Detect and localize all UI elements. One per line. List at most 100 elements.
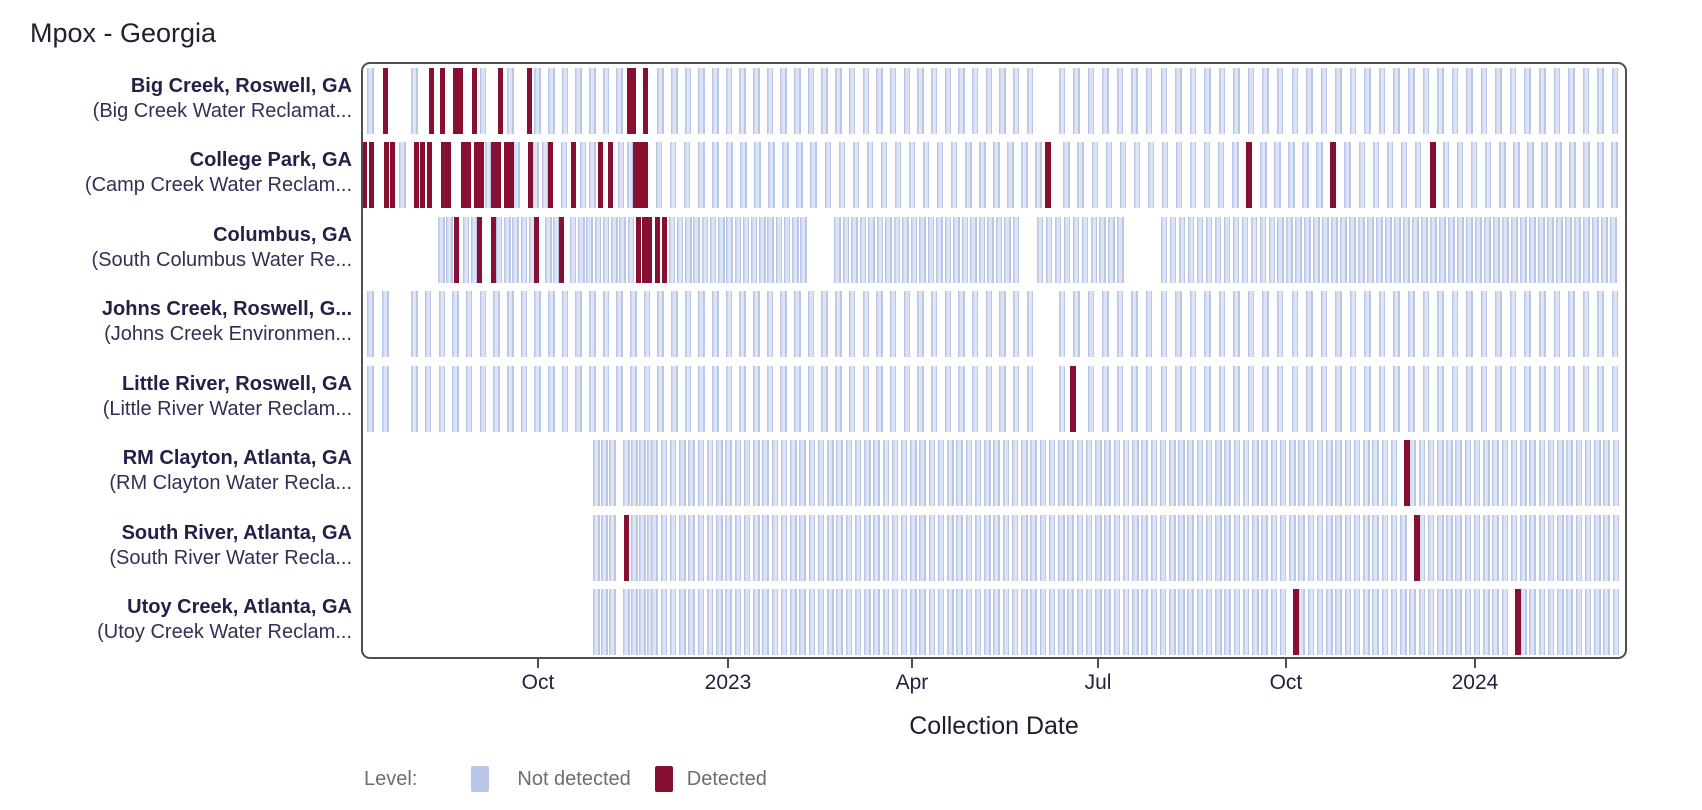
- not-detected-bar: [1262, 291, 1269, 358]
- not-detected-bar: [1012, 67, 1020, 134]
- site-row-band: [363, 291, 1625, 358]
- not-detected-bar: [1233, 440, 1241, 507]
- not-detected-bar: [1386, 142, 1394, 209]
- not-detected-bar: [1326, 589, 1333, 656]
- not-detected-bar: [1316, 589, 1324, 656]
- not-detected-bar: [495, 216, 503, 283]
- not-detected-bar: [676, 216, 684, 283]
- not-detected-bar: [1385, 216, 1392, 283]
- not-detected-bar: [698, 67, 705, 134]
- not-detected-bar: [937, 440, 945, 507]
- not-detected-bar: [984, 589, 991, 656]
- not-detected-bar: [1270, 514, 1278, 581]
- not-detected-bar: [1205, 589, 1213, 656]
- not-detected-bar: [1603, 514, 1610, 581]
- not-detected-bar: [775, 216, 783, 283]
- not-detected-bar: [1150, 440, 1158, 507]
- not-detected-bar: [465, 291, 473, 358]
- not-detected-bar: [848, 291, 856, 358]
- not-detected-bar: [1048, 440, 1056, 507]
- plot-area: [361, 62, 1627, 659]
- not-detected-bar: [1597, 67, 1604, 134]
- detected-bar: [363, 142, 368, 209]
- not-detected-bar: [697, 589, 705, 656]
- detected-bar: [457, 67, 464, 134]
- detected-bar: [426, 142, 433, 209]
- site-name: College Park, GA: [189, 149, 352, 172]
- not-detected-bar: [438, 291, 446, 358]
- not-detected-bar: [1039, 440, 1047, 507]
- not-detected-bar: [382, 291, 389, 358]
- not-detected-bar: [602, 67, 610, 134]
- not-detected-bar: [1597, 365, 1604, 432]
- not-detected-bar: [807, 67, 815, 134]
- not-detected-bar: [548, 291, 555, 358]
- detected-bar: [473, 142, 480, 209]
- not-detected-bar: [1611, 365, 1619, 432]
- not-detected-bar: [1403, 216, 1410, 283]
- not-detected-bar: [780, 67, 787, 134]
- not-detected-bar: [367, 291, 374, 358]
- not-detected-bar: [1344, 589, 1352, 656]
- not-detected-bar: [864, 514, 871, 581]
- detected-bar: [508, 142, 515, 209]
- not-detected-bar: [1455, 514, 1462, 581]
- not-detected-bar: [1189, 142, 1197, 209]
- not-detected-bar: [1510, 514, 1518, 581]
- not-detected-bar: [706, 514, 714, 581]
- not-detected-bar: [575, 365, 582, 432]
- not-detected-bar: [965, 440, 973, 507]
- not-detected-bar: [944, 216, 952, 283]
- not-detected-bar: [1045, 216, 1053, 283]
- not-detected-bar: [1529, 216, 1536, 283]
- not-detected-bar: [1594, 440, 1601, 507]
- not-detected-bar: [1054, 216, 1062, 283]
- not-detected-bar: [1291, 365, 1299, 432]
- not-detected-bar: [1104, 589, 1111, 656]
- not-detected-bar: [961, 216, 969, 283]
- not-detected-bar: [1466, 291, 1473, 358]
- not-detected-bar: [1095, 589, 1102, 656]
- detected-bar: [1045, 142, 1051, 209]
- not-detected-bar: [1381, 589, 1389, 656]
- not-detected-bar: [1087, 365, 1095, 432]
- not-detected-bar: [647, 440, 654, 507]
- not-detected-bar: [1400, 514, 1407, 581]
- site-facility: (Utoy Creek Water Reclam...: [97, 621, 352, 644]
- not-detected-bar: [1509, 67, 1517, 134]
- not-detected-bar: [512, 216, 519, 283]
- not-detected-bar: [1584, 514, 1592, 581]
- not-detected-bar: [1187, 514, 1194, 581]
- not-detected-bar: [740, 142, 747, 209]
- not-detected-bar: [993, 589, 1000, 656]
- not-detected-bar: [532, 142, 539, 209]
- not-detected-bar: [1076, 514, 1084, 581]
- not-detected-bar: [1372, 514, 1379, 581]
- not-detected-bar: [534, 365, 541, 432]
- not-detected-bar: [589, 365, 596, 432]
- not-detected-bar: [1242, 514, 1250, 581]
- not-detected-bar: [1233, 291, 1240, 358]
- not-detected-bar: [852, 142, 860, 209]
- not-detected-bar: [671, 365, 678, 432]
- not-detected-bar: [1520, 514, 1527, 581]
- not-detected-bar: [978, 216, 986, 283]
- not-detected-bar: [766, 365, 774, 432]
- not-detected-bar: [1145, 291, 1153, 358]
- not-detected-bar: [1035, 142, 1042, 209]
- not-detected-bar: [1058, 291, 1066, 358]
- not-detected-bar: [1538, 514, 1546, 581]
- not-detected-bar: [836, 514, 843, 581]
- not-detected-bar: [1466, 216, 1473, 283]
- not-detected-bar: [1437, 589, 1444, 656]
- chart-title: Mpox - Georgia: [30, 18, 217, 48]
- site-row-label: South River, Atlanta, GA (South River Wat…: [0, 521, 352, 571]
- not-detected-bar: [1002, 589, 1010, 656]
- not-detected-bar: [922, 142, 930, 209]
- not-detected-bar: [1091, 142, 1099, 209]
- not-detected-bar: [679, 440, 686, 507]
- detected-bar: [637, 142, 644, 209]
- not-detected-bar: [1594, 514, 1601, 581]
- not-detected-bar: [593, 514, 600, 581]
- not-detected-bar: [965, 589, 973, 656]
